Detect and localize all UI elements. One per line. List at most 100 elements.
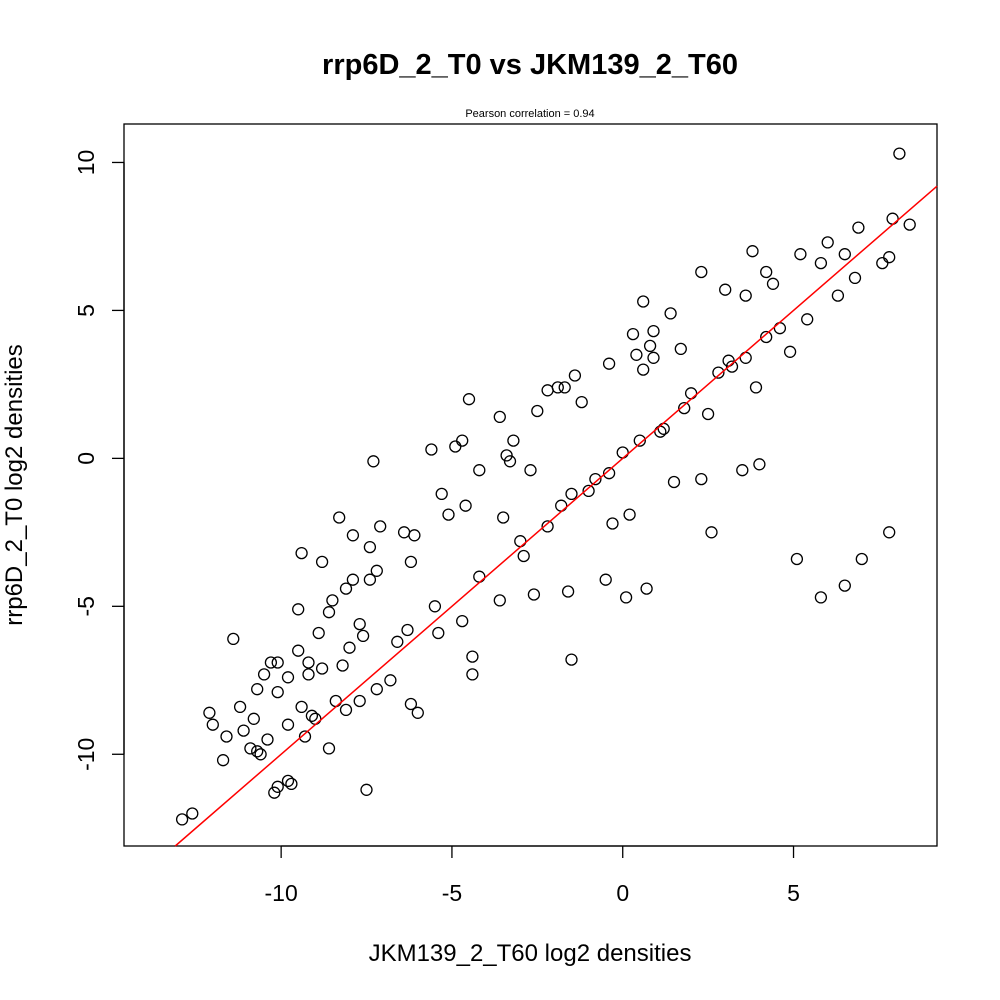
points-layer [175, 147, 916, 826]
data-point [428, 600, 442, 613]
data-point [739, 351, 752, 364]
data-point [647, 351, 660, 364]
data-point [309, 712, 322, 725]
data-point [753, 458, 766, 471]
x-tick-label: 0 [616, 880, 629, 906]
data-point [186, 807, 199, 820]
data-point [773, 322, 787, 335]
data-point [315, 662, 329, 675]
data-point [175, 813, 189, 826]
data-point [257, 668, 271, 681]
data-point [384, 674, 397, 687]
data-point [363, 540, 377, 554]
data-point [852, 221, 865, 234]
data-point [333, 511, 346, 524]
y-axis-label: rrp6D_2_T0 log2 densities [1, 344, 28, 626]
data-point [640, 582, 653, 595]
data-point [305, 709, 319, 722]
data-point [315, 555, 329, 569]
data-point [783, 345, 797, 358]
data-point [493, 594, 506, 607]
data-point [281, 774, 295, 788]
data-point [814, 256, 828, 270]
chart-subtitle: Pearson correlation = 0.94 [465, 108, 594, 120]
data-point [404, 697, 418, 711]
data-point [244, 742, 257, 755]
data-point [233, 700, 247, 714]
data-point [678, 401, 691, 415]
data-point [268, 786, 281, 799]
data-point [295, 700, 308, 714]
data-point [801, 313, 814, 326]
data-point [292, 644, 305, 657]
data-point [643, 339, 657, 353]
data-point [254, 748, 267, 761]
data-point [432, 626, 445, 640]
data-point [541, 384, 554, 397]
data-point [329, 694, 342, 708]
y-tick-label: 5 [73, 304, 99, 317]
data-point [565, 653, 578, 666]
data-point [500, 449, 513, 462]
data-point [589, 472, 602, 486]
data-point [285, 777, 298, 791]
data-point [886, 212, 899, 225]
y-tick-label: 10 [73, 150, 99, 176]
data-point [602, 467, 616, 480]
data-point [227, 632, 240, 646]
data-point [831, 289, 845, 302]
data-point [435, 487, 448, 501]
data-point [794, 248, 807, 261]
data-point [503, 455, 517, 468]
data-point [848, 271, 862, 285]
x-tick-label: 5 [787, 880, 800, 906]
data-point [630, 348, 643, 361]
data-point [326, 594, 339, 607]
data-point [626, 327, 640, 341]
data-point [633, 434, 646, 447]
data-point [619, 591, 633, 604]
data-point [336, 659, 349, 672]
data-point [565, 487, 578, 501]
data-point [264, 656, 278, 669]
data-point [466, 650, 479, 663]
data-point [459, 499, 472, 512]
data-point [346, 573, 360, 586]
data-point [343, 641, 356, 654]
data-point [247, 712, 260, 725]
data-point [766, 277, 780, 290]
data-point [456, 614, 469, 628]
fit-line-layer [174, 185, 938, 847]
data-point [339, 582, 353, 595]
data-point [339, 703, 353, 717]
data-point [903, 218, 916, 231]
data-point [237, 724, 250, 737]
data-point [353, 694, 366, 708]
data-point [838, 248, 851, 261]
data-point [425, 443, 438, 456]
y-axis: -10 -5 0 5 10 [73, 150, 125, 771]
data-point [507, 434, 520, 447]
data-point [664, 307, 677, 320]
data-point [531, 404, 544, 418]
data-point [736, 464, 749, 477]
data-point [251, 683, 264, 696]
fit-line [174, 185, 938, 847]
data-point [216, 754, 230, 767]
data-point [360, 783, 373, 796]
data-point [203, 706, 216, 719]
data-point [637, 295, 650, 308]
data-point [497, 511, 510, 524]
data-point [302, 668, 315, 681]
data-point [616, 446, 629, 459]
data-point [883, 251, 896, 264]
data-point [637, 363, 650, 376]
data-point [695, 472, 708, 486]
data-point [466, 668, 479, 681]
data-point [322, 606, 336, 619]
data-point [725, 360, 739, 373]
data-point [456, 434, 469, 447]
data-point [575, 395, 588, 409]
data-point [712, 366, 725, 379]
data-point [855, 552, 868, 566]
